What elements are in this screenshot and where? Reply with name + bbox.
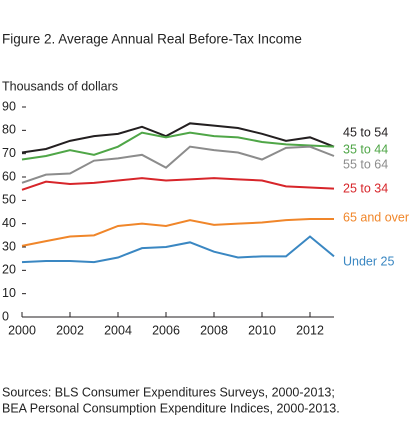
x-tick-label: 2002 <box>56 323 84 337</box>
series-line <box>21 145 335 184</box>
series-label: 25 to 34 <box>343 181 388 195</box>
y-tick-label: 20 <box>2 263 16 277</box>
source-line: BEA Personal Consumption Expenditure Ind… <box>2 401 340 415</box>
series-line <box>21 122 335 154</box>
series-label: 45 to 54 <box>343 125 388 139</box>
y-tick-label: 40 <box>2 216 16 230</box>
x-tick-label: 2010 <box>248 323 276 337</box>
chart-title: Figure 2. Average Annual Real Before-Tax… <box>2 32 302 47</box>
y-tick-label: 30 <box>2 239 16 253</box>
series-label: Under 25 <box>343 254 394 268</box>
series-label: 35 to 44 <box>343 142 388 156</box>
y-tick-label: 50 <box>2 193 16 207</box>
y-tick-label: 90 <box>2 99 16 113</box>
y-tick-label: 10 <box>2 286 16 300</box>
series-line <box>21 218 334 247</box>
y-tick-label: 70 <box>2 146 16 160</box>
y-axis-label: Thousands of dollars <box>2 79 118 93</box>
x-tick-label: 2012 <box>296 323 324 337</box>
y-tick-label: 0 <box>2 309 9 323</box>
series-line <box>21 131 335 161</box>
x-tick-label: 2008 <box>200 323 228 337</box>
x-tick-label: 2004 <box>104 323 132 337</box>
series-label: 55 to 64 <box>343 157 388 171</box>
y-tick-label: 60 <box>2 169 16 183</box>
series-label: 65 and over <box>343 210 409 224</box>
x-tick-label: 2006 <box>152 323 180 337</box>
source-line: Sources: BLS Consumer Expenditures Surve… <box>2 385 335 399</box>
x-tick-label: 2000 <box>8 323 36 337</box>
series-line <box>21 177 335 191</box>
y-tick-label: 80 <box>2 123 16 137</box>
series-line <box>21 235 335 264</box>
